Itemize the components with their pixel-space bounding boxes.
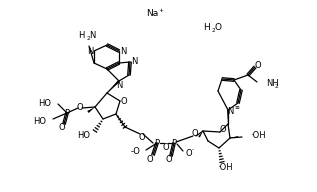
Text: 2: 2 (211, 27, 215, 32)
Text: O: O (186, 148, 192, 157)
Text: HO: HO (38, 98, 51, 108)
Text: O: O (147, 155, 153, 164)
Text: N: N (120, 46, 126, 55)
Text: N: N (116, 80, 122, 89)
Text: H: H (204, 22, 210, 31)
Text: O: O (215, 22, 222, 31)
Polygon shape (198, 131, 203, 137)
Polygon shape (87, 107, 95, 113)
Text: 2: 2 (86, 36, 90, 41)
Text: H: H (78, 31, 84, 41)
Text: O: O (139, 132, 145, 142)
Text: O: O (255, 61, 261, 70)
Text: ·OH: ·OH (250, 132, 266, 141)
Text: +: + (158, 7, 164, 12)
Text: 2: 2 (274, 84, 278, 89)
Polygon shape (230, 136, 238, 138)
Text: O: O (121, 97, 127, 105)
Text: NH: NH (266, 79, 279, 88)
Text: P: P (171, 138, 177, 147)
Text: O: O (192, 128, 198, 137)
Text: Na: Na (146, 8, 158, 17)
Text: O: O (59, 123, 65, 132)
Text: P: P (64, 108, 69, 118)
Text: ·OH: ·OH (217, 162, 233, 171)
Polygon shape (107, 80, 120, 93)
Text: P: P (154, 138, 159, 147)
Text: O: O (163, 143, 169, 152)
Text: -: - (192, 147, 194, 152)
Text: N: N (89, 31, 95, 41)
Text: HO: HO (33, 117, 46, 126)
Text: HO: HO (77, 131, 90, 140)
Text: O: O (77, 103, 83, 113)
Text: ≡: ≡ (235, 104, 239, 109)
Text: N: N (131, 57, 137, 66)
Text: N: N (87, 46, 93, 55)
Text: -O: -O (130, 147, 140, 156)
Text: O: O (166, 156, 172, 165)
Text: O: O (220, 126, 226, 135)
Text: N: N (227, 107, 233, 116)
Polygon shape (227, 110, 229, 124)
